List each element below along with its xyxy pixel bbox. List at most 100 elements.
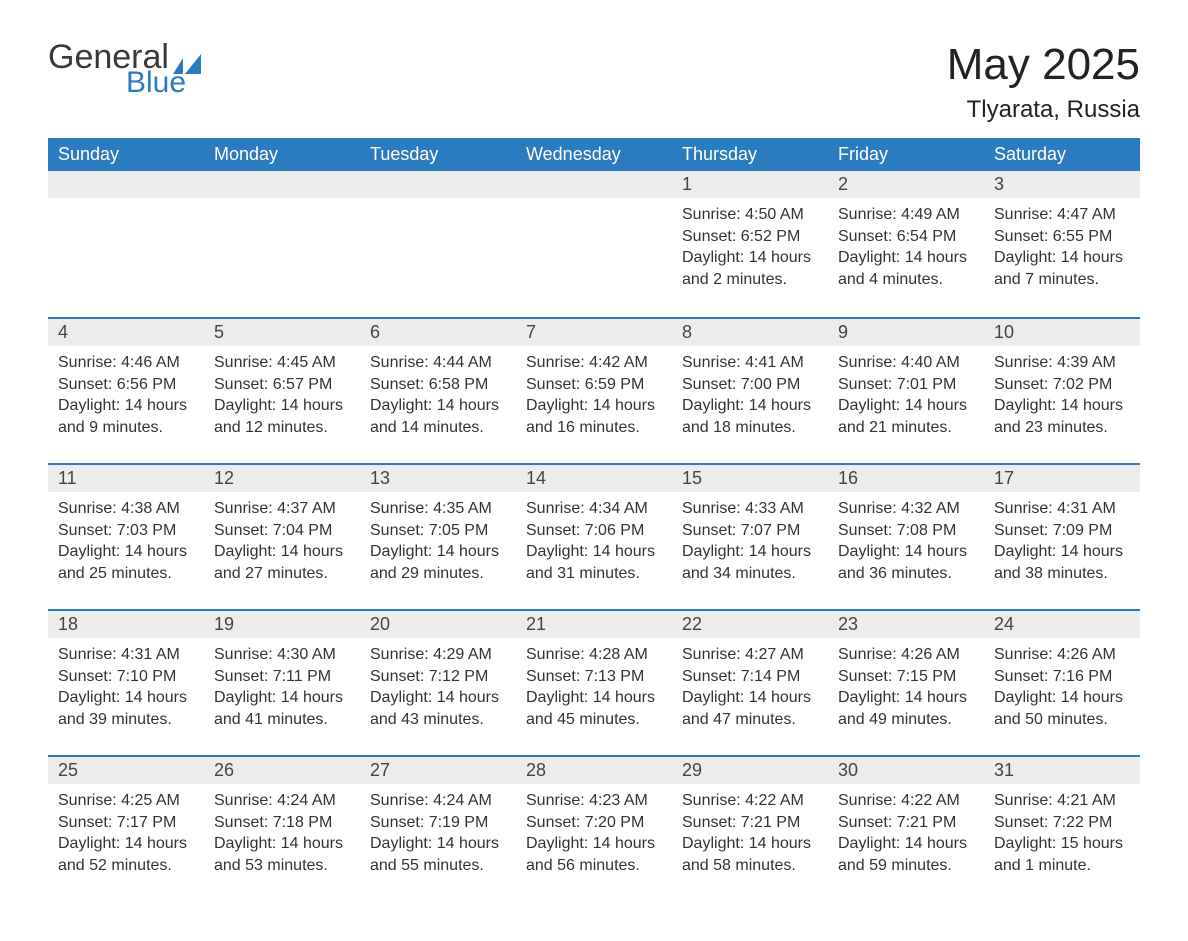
day-details: Sunrise: 4:45 AMSunset: 6:57 PMDaylight:… [204,346,360,442]
day-number: 19 [204,609,360,638]
day-details: Sunrise: 4:32 AMSunset: 7:08 PMDaylight:… [828,492,984,588]
calendar-week-row: 18Sunrise: 4:31 AMSunset: 7:10 PMDayligh… [48,609,1140,755]
weekday-header: Thursday [672,138,828,171]
daylight-line: Daylight: 14 hours and 29 minutes. [370,541,506,584]
day-details: Sunrise: 4:28 AMSunset: 7:13 PMDaylight:… [516,638,672,734]
sunset-line: Sunset: 6:52 PM [682,226,818,248]
sunrise-line: Sunrise: 4:22 AM [838,790,974,812]
daylight-line: Daylight: 14 hours and 53 minutes. [214,833,350,876]
sunset-line: Sunset: 7:12 PM [370,666,506,688]
weekday-header: Sunday [48,138,204,171]
sunrise-line: Sunrise: 4:23 AM [526,790,662,812]
sunrise-line: Sunrise: 4:50 AM [682,204,818,226]
day-number: 14 [516,463,672,492]
day-details: Sunrise: 4:33 AMSunset: 7:07 PMDaylight:… [672,492,828,588]
empty-day-bar [516,171,672,198]
day-details: Sunrise: 4:24 AMSunset: 7:19 PMDaylight:… [360,784,516,880]
calendar-day-cell: 23Sunrise: 4:26 AMSunset: 7:15 PMDayligh… [828,609,984,755]
day-number: 30 [828,755,984,784]
day-number: 17 [984,463,1140,492]
sunset-line: Sunset: 7:16 PM [994,666,1130,688]
weekday-header: Monday [204,138,360,171]
sunset-line: Sunset: 7:22 PM [994,812,1130,834]
sunrise-line: Sunrise: 4:41 AM [682,352,818,374]
day-number: 24 [984,609,1140,638]
sunrise-line: Sunrise: 4:34 AM [526,498,662,520]
sunrise-line: Sunrise: 4:33 AM [682,498,818,520]
sunset-line: Sunset: 7:08 PM [838,520,974,542]
day-details: Sunrise: 4:25 AMSunset: 7:17 PMDaylight:… [48,784,204,880]
day-number: 5 [204,317,360,346]
day-number: 4 [48,317,204,346]
sunrise-line: Sunrise: 4:29 AM [370,644,506,666]
weekday-header: Tuesday [360,138,516,171]
day-number: 9 [828,317,984,346]
daylight-line: Daylight: 14 hours and 18 minutes. [682,395,818,438]
sunset-line: Sunset: 7:13 PM [526,666,662,688]
day-details: Sunrise: 4:22 AMSunset: 7:21 PMDaylight:… [672,784,828,880]
calendar-week-row: 1Sunrise: 4:50 AMSunset: 6:52 PMDaylight… [48,171,1140,317]
calendar-day-cell: 31Sunrise: 4:21 AMSunset: 7:22 PMDayligh… [984,755,1140,901]
sunrise-line: Sunrise: 4:31 AM [994,498,1130,520]
daylight-line: Daylight: 14 hours and 59 minutes. [838,833,974,876]
sunrise-line: Sunrise: 4:32 AM [838,498,974,520]
sunrise-line: Sunrise: 4:39 AM [994,352,1130,374]
day-number: 27 [360,755,516,784]
sunrise-line: Sunrise: 4:37 AM [214,498,350,520]
sunrise-line: Sunrise: 4:27 AM [682,644,818,666]
calendar-day-cell: 20 Sunrise: 4:29 AMSunset: 7:12 PMDayligh… [360,609,516,755]
calendar-day-cell: 3Sunrise: 4:47 AMSunset: 6:55 PMDaylight… [984,171,1140,317]
daylight-line: Daylight: 14 hours and 27 minutes. [214,541,350,584]
daylight-line: Daylight: 14 hours and 38 minutes. [994,541,1130,584]
sunset-line: Sunset: 7:17 PM [58,812,194,834]
sunrise-line: Sunrise: 4:26 AM [994,644,1130,666]
sunrise-line: Sunrise: 4:28 AM [526,644,662,666]
sunrise-line: Sunrise: 4:25 AM [58,790,194,812]
daylight-line: Daylight: 14 hours and 55 minutes. [370,833,506,876]
calendar-day-cell: 26Sunrise: 4:24 AMSunset: 7:18 PMDayligh… [204,755,360,901]
sunrise-line: Sunrise: 4:31 AM [58,644,194,666]
day-number: 8 [672,317,828,346]
sunrise-line: Sunrise: 4:24 AM [370,790,506,812]
calendar-week-row: 4Sunrise: 4:46 AMSunset: 6:56 PMDaylight… [48,317,1140,463]
empty-day-bar [360,171,516,198]
day-details: Sunrise: 4:46 AMSunset: 6:56 PMDaylight:… [48,346,204,442]
daylight-line: Daylight: 14 hours and 23 minutes. [994,395,1130,438]
sunrise-line: Sunrise: 4:24 AM [214,790,350,812]
sunrise-line: Sunrise: 4:26 AM [838,644,974,666]
sunrise-line: Sunrise: 4:45 AM [214,352,350,374]
calendar-day-cell: 6Sunrise: 4:44 AMSunset: 6:58 PMDaylight… [360,317,516,463]
daylight-line: Daylight: 14 hours and 58 minutes. [682,833,818,876]
day-number: 29 [672,755,828,784]
daylight-line: Daylight: 14 hours and 39 minutes. [58,687,194,730]
day-number: 20 [360,609,516,638]
daylight-line: Daylight: 14 hours and 12 minutes. [214,395,350,438]
sunrise-line: Sunrise: 4:35 AM [370,498,506,520]
empty-day-bar [204,171,360,198]
empty-day-bar [48,171,204,198]
daylight-line: Daylight: 14 hours and 4 minutes. [838,247,974,290]
daylight-line: Daylight: 14 hours and 9 minutes. [58,395,194,438]
sunset-line: Sunset: 7:02 PM [994,374,1130,396]
day-details: Sunrise: 4:26 AMSunset: 7:15 PMDaylight:… [828,638,984,734]
calendar-day-cell: 21Sunrise: 4:28 AMSunset: 7:13 PMDayligh… [516,609,672,755]
calendar-day-cell: 19Sunrise: 4:30 AMSunset: 7:11 PMDayligh… [204,609,360,755]
daylight-line: Daylight: 14 hours and 43 minutes. [370,687,506,730]
calendar-day-cell: 17Sunrise: 4:31 AMSunset: 7:09 PMDayligh… [984,463,1140,609]
day-number: 22 [672,609,828,638]
sunset-line: Sunset: 6:58 PM [370,374,506,396]
calendar-day-cell: 28Sunrise: 4:23 AMSunset: 7:20 PMDayligh… [516,755,672,901]
daylight-line: Daylight: 14 hours and 34 minutes. [682,541,818,584]
day-number: 15 [672,463,828,492]
sunrise-line: Sunrise: 4:47 AM [994,204,1130,226]
calendar-day-cell: 24Sunrise: 4:26 AMSunset: 7:16 PMDayligh… [984,609,1140,755]
page-header: General Blue May 2025 Tlyarata, Russia [48,40,1140,124]
location-label: Tlyarata, Russia [947,96,1140,124]
day-details: Sunrise: 4:31 AMSunset: 7:09 PMDaylight:… [984,492,1140,588]
calendar-week-row: 25Sunrise: 4:25 AMSunset: 7:17 PMDayligh… [48,755,1140,901]
calendar-day-cell: 25Sunrise: 4:25 AMSunset: 7:17 PMDayligh… [48,755,204,901]
calendar-day-cell: 2Sunrise: 4:49 AMSunset: 6:54 PMDaylight… [828,171,984,317]
sunset-line: Sunset: 6:56 PM [58,374,194,396]
day-number: 7 [516,317,672,346]
day-details: Sunrise: 4:47 AMSunset: 6:55 PMDaylight:… [984,198,1140,294]
